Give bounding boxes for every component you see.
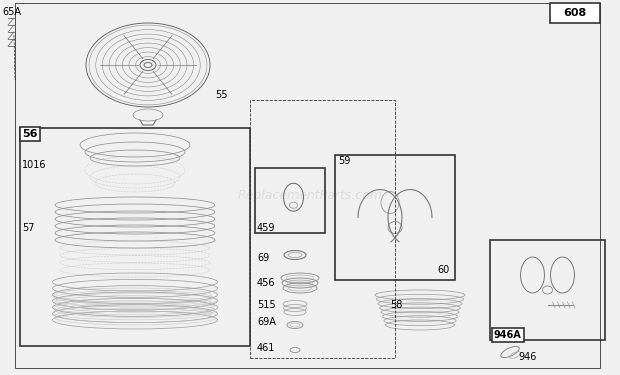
Text: 59: 59: [338, 156, 350, 166]
Text: 56: 56: [22, 129, 37, 139]
Text: 459: 459: [257, 223, 275, 233]
Bar: [490, 240, 605, 340]
Bar: [250, 100, 395, 358]
Text: 69: 69: [257, 253, 269, 263]
Bar: [335, 155, 455, 280]
Text: 65A: 65A: [2, 7, 21, 17]
Text: 456: 456: [257, 278, 275, 288]
Text: 55: 55: [215, 90, 228, 100]
Bar: [550, 3, 600, 23]
Text: 608: 608: [564, 8, 587, 18]
Text: 60: 60: [437, 265, 450, 275]
Bar: [255, 168, 325, 233]
Text: 69A: 69A: [257, 317, 276, 327]
Text: 946: 946: [518, 352, 536, 362]
Text: 515: 515: [257, 300, 276, 310]
Text: 58: 58: [390, 300, 402, 310]
Text: 57: 57: [22, 223, 35, 233]
Text: ReplacementParts.com: ReplacementParts.com: [237, 189, 383, 201]
Text: 1016: 1016: [22, 160, 46, 170]
Text: 461: 461: [257, 343, 275, 353]
Bar: [20, 128, 250, 346]
Text: 946A: 946A: [494, 330, 522, 340]
